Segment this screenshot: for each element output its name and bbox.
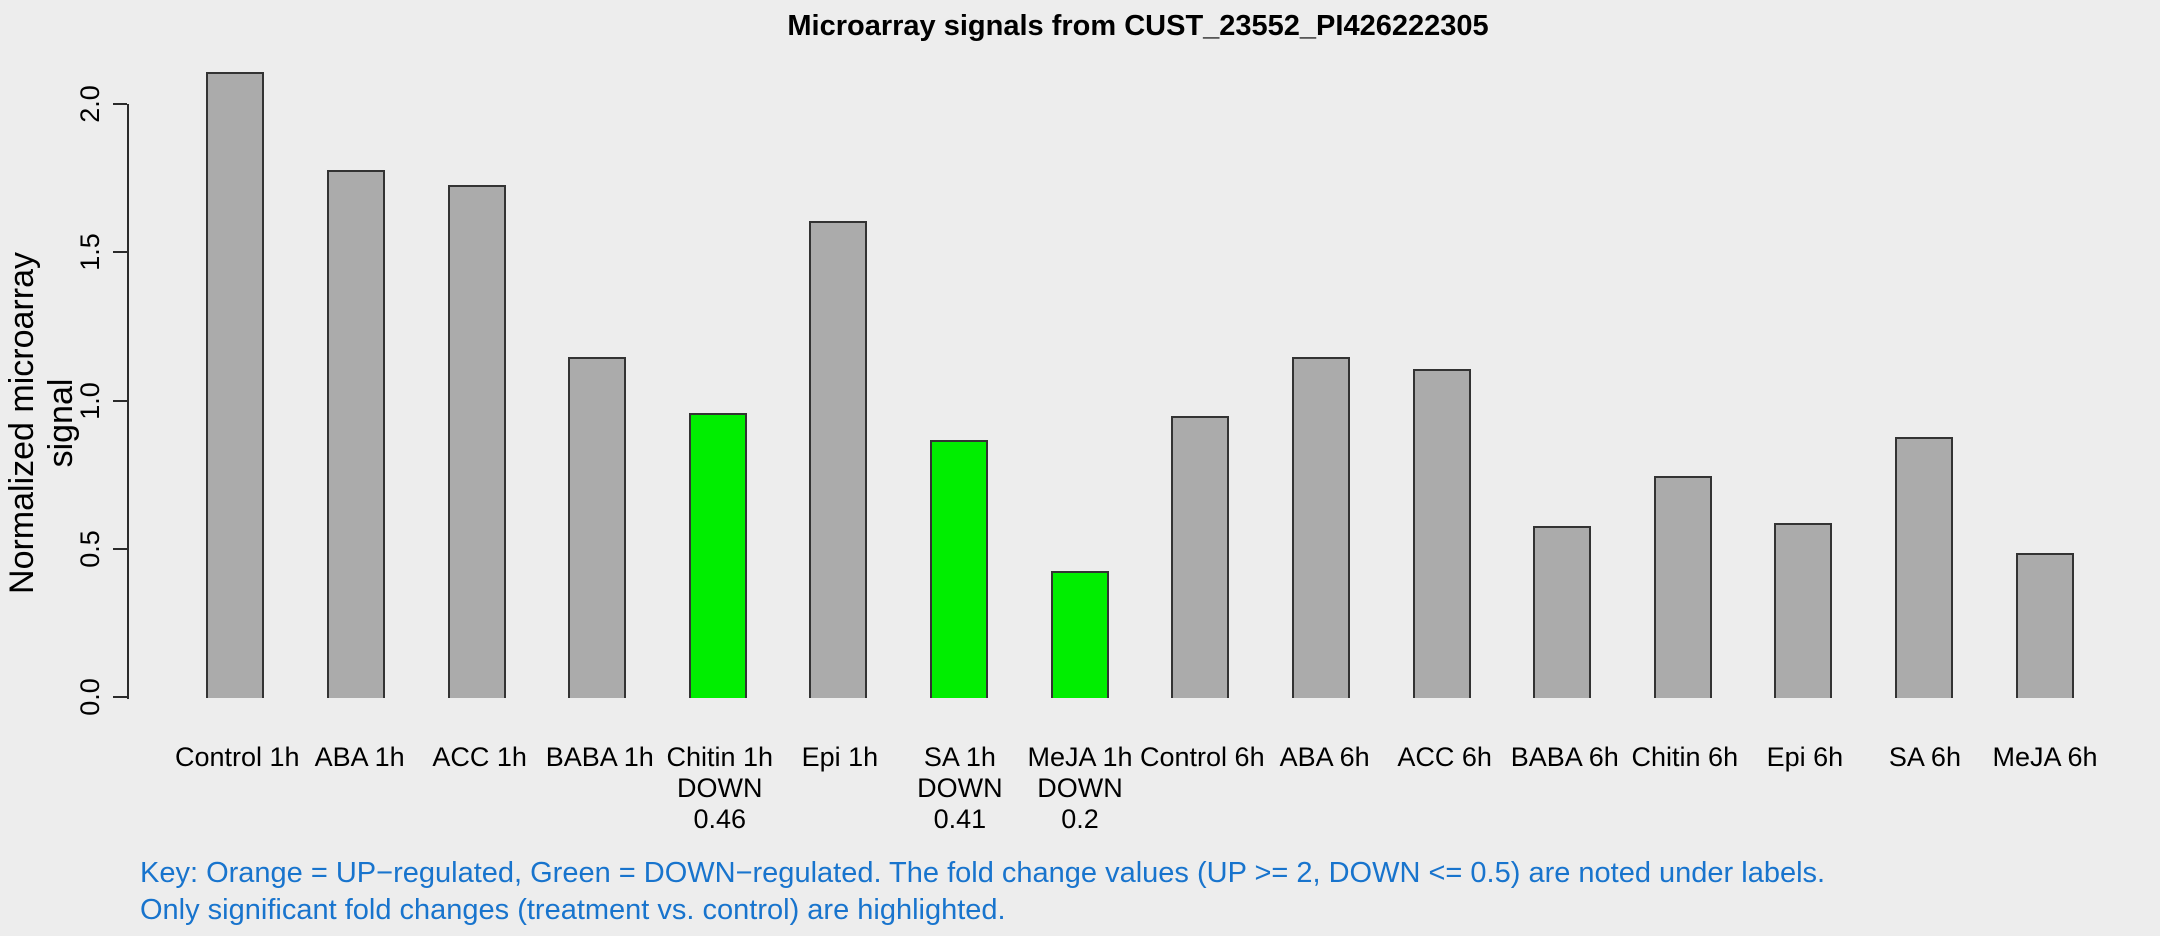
x-label-meja-1h: MeJA 1h DOWN 0.2 [1020, 698, 1140, 835]
x-label-text: Epi 1h [801, 742, 879, 772]
bar-meja-6h [2015, 553, 2074, 698]
regulation-direction-label: DOWN [677, 773, 763, 803]
bar-slot [1381, 369, 1502, 698]
regulation-direction-label: DOWN [917, 773, 1003, 803]
bar-aba-6h [1291, 357, 1350, 698]
x-label-text: ACC 6h [1397, 742, 1492, 772]
y-tick-mark [113, 696, 127, 698]
bar-slot [1743, 523, 1864, 698]
chart-title: Microarray signals from CUST_23552_PI426… [787, 10, 1489, 42]
x-label-text: SA 1h [923, 742, 996, 772]
x-label-acc-6h: ACC 6h [1385, 698, 1505, 835]
y-axis-line [127, 104, 129, 699]
x-label-text: Control 6h [1140, 742, 1265, 772]
bar-slot [1019, 571, 1140, 698]
x-label-meja-6h: MeJA 6h [1985, 698, 2105, 835]
x-label-text: Chitin 1h [666, 742, 774, 772]
x-label-text: ABA 6h [1279, 742, 1370, 772]
fold-change-value: 0.2 [1061, 804, 1099, 834]
x-label-acc-1h: ACC 1h [420, 698, 540, 835]
y-tick-mark [113, 547, 127, 550]
x-label-chitin-1h: Chitin 1h DOWN 0.46 [660, 698, 780, 835]
x-label-baba-6h: BABA 6h [1505, 698, 1625, 835]
x-label-control-1h: Control 1h [175, 698, 300, 835]
y-tick-mark [113, 103, 127, 105]
x-label-text: SA 6h [1888, 742, 1961, 772]
x-label-sa-1h: SA 1h DOWN 0.41 [900, 698, 1020, 835]
bar-slot [1140, 416, 1261, 698]
y-tick-label: 2.0 [75, 85, 105, 123]
bar-control-1h [206, 72, 265, 698]
x-label-chitin-6h: Chitin 6h [1625, 698, 1745, 835]
x-label-epi-1h: Epi 1h [780, 698, 900, 835]
bar-slot [416, 185, 537, 698]
fold-change-value: 0.46 [693, 804, 747, 834]
regulation-direction-label: DOWN [1037, 773, 1123, 803]
y-tick-label: 0.5 [75, 529, 105, 568]
bar-sa-6h [1895, 437, 1954, 698]
bar-slot [1984, 553, 2105, 698]
bar-acc-6h [1412, 369, 1471, 698]
x-label-sa-6h: SA 6h [1865, 698, 1985, 835]
x-label-control-6h: Control 6h [1140, 698, 1265, 835]
x-label-text: ACC 1h [432, 742, 527, 772]
bar-epi-1h [809, 221, 868, 698]
x-label-aba-1h: ABA 1h [300, 698, 420, 835]
x-label-text: BABA 6h [1510, 742, 1619, 772]
y-tick-mark [113, 399, 127, 402]
bar-slot [778, 221, 899, 698]
y-axis-label: Normalized microarray signal [3, 252, 80, 594]
x-label-text: MeJA 1h [1027, 742, 1133, 772]
bar-slot [1623, 476, 1744, 698]
bar-baba-1h [568, 357, 627, 698]
x-label-text: Control 1h [175, 742, 300, 772]
x-label-text: Epi 6h [1766, 742, 1844, 772]
bar-chitin-6h [1653, 476, 1712, 698]
bar-slot [537, 357, 658, 698]
bar-baba-6h [1533, 526, 1592, 698]
y-tick-label: 0.0 [75, 678, 105, 716]
bar-slot [899, 440, 1020, 698]
bar-slot [175, 72, 296, 698]
bar-control-6h [1171, 416, 1230, 698]
bar-sa-1h [930, 440, 989, 698]
legend-key-line-1: Key: Orange = UP−regulated, Green = DOWN… [140, 857, 1826, 889]
y-tick-mark [113, 251, 127, 254]
x-label-text: MeJA 6h [1992, 742, 2098, 772]
x-label-epi-6h: Epi 6h [1745, 698, 1865, 835]
bar-acc-1h [447, 185, 506, 698]
legend-key: Key: Orange = UP−regulated, Green = DOWN… [140, 855, 1825, 929]
x-label-baba-1h: BABA 1h [540, 698, 660, 835]
bar-slot [1261, 357, 1382, 698]
x-label-aba-6h: ABA 6h [1265, 698, 1385, 835]
x-label-text: ABA 1h [314, 742, 405, 772]
x-label-text: Chitin 6h [1631, 742, 1739, 772]
bar-chitin-1h [688, 413, 747, 698]
bar-slot [1864, 437, 1985, 698]
bar-slot [296, 170, 417, 698]
bar-epi-6h [1774, 523, 1833, 698]
y-tick-label: 1.5 [75, 233, 105, 272]
x-label-text: BABA 1h [545, 742, 654, 772]
y-tick-label: 1.0 [75, 381, 105, 420]
bars-row [175, 0, 2105, 698]
fold-change-value: 0.41 [933, 804, 987, 834]
bar-slot [1502, 526, 1623, 698]
bar-aba-1h [326, 170, 385, 698]
bar-slot [658, 413, 779, 698]
bar-meja-1h [1050, 571, 1109, 698]
x-axis-labels-row: Control 1h ABA 1h ACC 1h BABA 1h Chitin 1h DO… [175, 698, 2105, 835]
legend-key-line-2: Only significant fold changes (treatment… [140, 894, 1006, 926]
